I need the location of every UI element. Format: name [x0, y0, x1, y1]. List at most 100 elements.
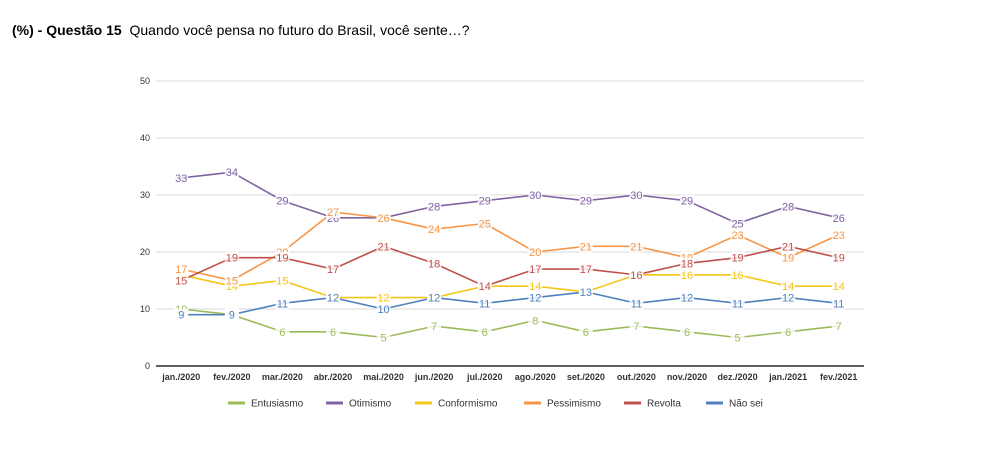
data-label: 12 [681, 293, 693, 305]
series-line-n-o-sei [181, 291, 839, 316]
data-label: 21 [630, 241, 642, 253]
legend-label: Conformismo [438, 399, 498, 410]
data-label-bg [528, 263, 543, 276]
data-label-bg [326, 206, 340, 219]
data-label-bg [326, 325, 340, 338]
data-label: 21 [377, 241, 389, 253]
data-label: 33 [175, 173, 187, 185]
data-label-bg [730, 251, 745, 264]
legend-label: Revolta [647, 399, 681, 410]
data-label-bg [680, 194, 694, 207]
gridlines [156, 80, 864, 310]
data-label-bg [730, 331, 745, 344]
data-label-bg [831, 320, 846, 333]
x-tick-label: ago./2020 [515, 372, 556, 382]
data-label-bg [629, 297, 644, 310]
data-label: 5 [735, 333, 741, 345]
legend-label: Entusiasmo [251, 399, 304, 410]
data-label-bg [831, 228, 846, 241]
data-label-bg [275, 251, 290, 264]
data-label-bg [174, 308, 189, 321]
data-label: 29 [681, 196, 693, 208]
data-label: 5 [381, 333, 387, 345]
data-label: 17 [580, 264, 592, 276]
data-label-bg [578, 285, 593, 298]
data-label: 15 [276, 276, 288, 288]
data-label-bg [528, 189, 543, 201]
series-line-pessimismo [181, 211, 840, 282]
data-label-bg [578, 325, 593, 338]
data-label: 29 [580, 196, 592, 208]
data-label: 28 [782, 201, 794, 213]
data-label: 6 [684, 327, 690, 339]
data-label: 17 [529, 264, 541, 276]
y-tick-label: 0 [145, 361, 150, 371]
data-label-bg [680, 268, 694, 281]
data-label: 19 [731, 253, 743, 265]
data-label-bg [629, 240, 644, 253]
data-label: 17 [175, 264, 187, 276]
data-label: 26 [833, 213, 845, 225]
data-label-bg [376, 331, 391, 344]
data-label: 10 [377, 304, 389, 316]
data-label-bg [528, 314, 543, 327]
data-label-bg [730, 217, 745, 230]
y-tick-label: 40 [140, 133, 150, 143]
data-label-bg [477, 217, 492, 230]
legend-label: Não sei [729, 399, 763, 410]
data-label: 17 [327, 264, 339, 276]
x-tick-label: jan./2020 [161, 372, 200, 382]
data-label-bg [781, 251, 796, 264]
data-label-bg [174, 171, 189, 184]
series-line-entusiasmo [181, 308, 839, 339]
data-label: 13 [580, 287, 592, 299]
data-label-bg [224, 308, 239, 321]
question-number: (%) - Questão 15 [12, 22, 122, 38]
data-label: 16 [681, 270, 693, 282]
data-label: 12 [428, 293, 440, 305]
data-label: 29 [276, 196, 288, 208]
y-tick-label: 20 [140, 247, 150, 257]
data-label-bg [174, 263, 189, 276]
data-label-bg [427, 223, 442, 236]
data-label: 21 [580, 241, 592, 253]
data-label: 7 [633, 321, 639, 333]
series-line-revolta [180, 245, 839, 288]
data-label: 11 [277, 298, 288, 310]
data-label: 21 [782, 241, 794, 253]
data-label-bg [730, 268, 745, 281]
data-label-bg [629, 320, 644, 333]
data-label-bg [680, 291, 694, 304]
data-label: 14 [479, 281, 491, 293]
data-label-bg [275, 274, 290, 287]
data-label: 8 [532, 315, 538, 327]
data-label-bg [781, 200, 796, 213]
data-label: 14 [529, 281, 541, 293]
data-label: 25 [731, 219, 743, 231]
data-label: 16 [731, 270, 743, 282]
data-label-bg [224, 274, 239, 287]
data-label: 25 [479, 219, 491, 231]
data-label-bg [831, 297, 846, 310]
data-label: 24 [428, 224, 440, 236]
data-label: 27 [327, 207, 339, 219]
data-label: 14 [833, 281, 845, 293]
data-label-bg [477, 325, 492, 338]
legend: Entusiasmo Otimismo Conformismo Pessimismo R… [228, 399, 763, 410]
x-tick-label: mai./2020 [363, 372, 404, 382]
data-label: 12 [377, 293, 389, 305]
y-axis: 0 10 20 30 40 50 [140, 76, 150, 371]
x-tick-label: fev./2021 [820, 372, 857, 382]
data-label: 18 [681, 258, 693, 270]
data-label-bg [275, 194, 290, 207]
data-label: 26 [377, 213, 389, 225]
data-label: 34 [226, 167, 238, 179]
data-label-bg [376, 240, 391, 253]
data-label: 7 [836, 321, 842, 333]
data-label: 6 [785, 327, 791, 339]
data-label-bg [174, 274, 189, 287]
data-label-bg [781, 240, 796, 253]
data-label-bg [781, 325, 796, 338]
data-labels: 1096657686765673334292626282930293029252… [174, 166, 846, 345]
data-label-bg [831, 211, 846, 224]
